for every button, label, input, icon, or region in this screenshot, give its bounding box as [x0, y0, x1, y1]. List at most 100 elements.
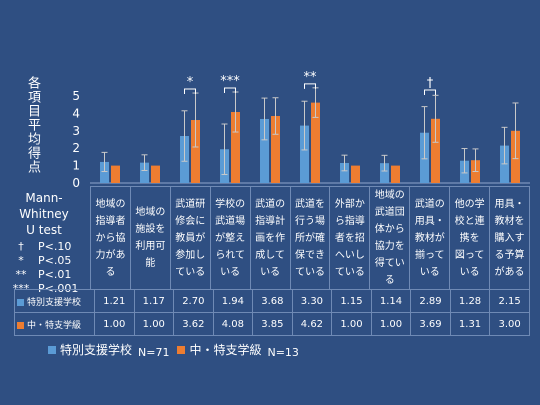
- table-row-label: 特別支援学校: [14, 289, 95, 313]
- category-label-line: 指導者: [95, 215, 126, 227]
- category-label-line: いる: [260, 266, 281, 278]
- category-label-line: る: [105, 266, 116, 278]
- category-label-line: 行う場: [294, 215, 325, 227]
- y-tick-label: 0: [72, 176, 80, 190]
- bar-special-school: [380, 163, 389, 183]
- category-label: 武道研 修会に 教員が 参加し ている: [169, 186, 211, 290]
- category-label: 外部か ら指導 者を招 へいし ている: [329, 186, 371, 290]
- legend-label-middle-class: 中・特支学級: [189, 343, 262, 357]
- category-label-line: 図って: [454, 249, 485, 261]
- category-label-line: 画を作: [255, 232, 286, 244]
- stats-row: † P<.10: [4, 240, 84, 254]
- legend-swatch-middle-class: [177, 345, 186, 354]
- category-label-line: へいし: [334, 249, 365, 261]
- table-cell: 1.94: [212, 289, 254, 313]
- bar-special-school: [260, 118, 269, 183]
- table-cell: 4.62: [291, 312, 333, 336]
- bar-middle-class: [351, 165, 360, 183]
- category-label-line: 武道の: [255, 198, 286, 210]
- category-label-line: 教員が: [175, 232, 206, 244]
- category-label-line: 利用可: [135, 241, 166, 252]
- category-label-line: 施設を: [135, 224, 166, 235]
- table-row-swatch: [17, 321, 24, 329]
- table-row-middle-class: 中・特支学級 1.00 1.00 3.62 4.08 3.85 4.62 1.00 1.00 3.…: [14, 312, 530, 336]
- legend-n-middle-class: N=13: [267, 346, 299, 359]
- category-label-line: 武道研: [175, 198, 206, 210]
- category-label-line: いる: [459, 266, 480, 278]
- category-label-line: 能: [145, 258, 156, 269]
- y-tick-label: 3: [72, 124, 80, 138]
- category-label-line: 他の学: [454, 198, 485, 210]
- category-label: 武道の指導計画を作成している: [249, 186, 291, 290]
- chart-legend: 特別支援学校 N=71 中・特支学級 N=13: [48, 340, 307, 359]
- category-label-line: 武道を: [294, 198, 325, 210]
- category-label-line: 者を招: [334, 232, 365, 244]
- significance-bracket: [304, 83, 316, 89]
- stats-row: * P<.05: [4, 254, 84, 268]
- significance-mark: *: [187, 75, 194, 90]
- table-cell: 1.00: [370, 312, 412, 336]
- stats-symbol: **: [15, 268, 27, 281]
- table-cell: 1.17: [133, 289, 175, 313]
- category-label-line: 修会に: [175, 215, 206, 227]
- category-label: 地域の指導者から協力がある: [90, 186, 131, 290]
- category-label-line: 武道の: [414, 198, 445, 210]
- category-label-line: から協: [95, 232, 126, 244]
- values-table: 特別支援学校 1.21 1.17 2.70 1.94 3.68 3.30 1.15 1.14 2.…: [14, 289, 530, 336]
- stats-symbol: †: [18, 240, 24, 253]
- category-label-line: 学校の: [215, 198, 246, 210]
- stats-legend: Mann-Whitney U test † P<.10 * P<.05 ** P<.01 *…: [4, 190, 84, 296]
- table-cell: 4.08: [212, 312, 254, 336]
- category-label: 武道を 行う場 所が確 保でき ている: [289, 186, 331, 290]
- category-label-line: 体から: [374, 224, 405, 235]
- legend-swatch-special-school: [48, 345, 56, 354]
- category-label-line: 保でき: [294, 249, 325, 261]
- stats-title: Mann-Whitney U test: [4, 190, 84, 238]
- category-label-line: 力があ: [95, 249, 126, 261]
- category-label-line: 用具・: [414, 215, 445, 227]
- category-label-line: 武道場: [215, 215, 246, 227]
- category-label-line: 教材を: [494, 215, 525, 227]
- category-label-line: 校と連: [454, 215, 485, 227]
- bar-special-school: [340, 162, 349, 183]
- category-label-line: ら指導: [334, 215, 365, 227]
- significance-bracket: [224, 87, 236, 93]
- category-label: 学校の武道場が整えられている: [209, 186, 251, 290]
- category-label-line: 購入す: [494, 232, 525, 244]
- stats-p-value: P<.10: [38, 240, 72, 253]
- bar-middle-class: [151, 165, 160, 183]
- significance-mark: **: [304, 70, 318, 85]
- table-row-special-school: 特別支援学校 1.21 1.17 2.70 1.94 3.68 3.30 1.15 1.14 2.…: [14, 289, 530, 313]
- y-tick-label: 2: [72, 141, 80, 155]
- table-cell: 3.85: [252, 312, 293, 336]
- bar-middle-class: [231, 112, 240, 183]
- category-label: 武道の 用具・ 教材が 揃って いる: [409, 186, 451, 290]
- category-label-line: 得ている: [374, 258, 405, 286]
- bar-special-school: [140, 162, 149, 183]
- bar-middle-class: [271, 116, 280, 183]
- y-tick-label: 4: [72, 106, 80, 120]
- category-label-line: いる: [220, 266, 241, 278]
- table-cell: 2.89: [410, 289, 451, 313]
- category-label-line: 揃って: [414, 249, 445, 261]
- bar-special-school: [300, 125, 309, 183]
- category-label-line: 用具・: [494, 198, 525, 210]
- category-label-line: 成して: [255, 249, 285, 261]
- category-label-line: が整え: [215, 232, 246, 244]
- bar-middle-class: [111, 165, 120, 183]
- category-label: 地域の施設を利用可能: [129, 186, 171, 290]
- table-row-label-text: 中・特支学級: [27, 320, 82, 331]
- table-row-label-text: 特別支援学校: [27, 297, 82, 308]
- category-label-line: 地域の: [95, 198, 126, 210]
- table-cell: 1.00: [94, 312, 135, 336]
- category-label-line: 教材が: [414, 232, 445, 244]
- y-axis-label: 各項目平均得点: [25, 76, 40, 174]
- table-cell: 1.21: [94, 289, 135, 313]
- bar-special-school: [100, 161, 109, 183]
- category-label-line: 地域の: [135, 207, 166, 218]
- category-label-line: 指導計: [255, 215, 286, 227]
- legend-item-special-school: 特別支援学校 N=71: [48, 340, 169, 359]
- legend-label-special-school: 特別支援学校: [60, 343, 133, 357]
- category-label-line: 武道団: [374, 207, 405, 218]
- category-label-line: られて: [215, 249, 246, 261]
